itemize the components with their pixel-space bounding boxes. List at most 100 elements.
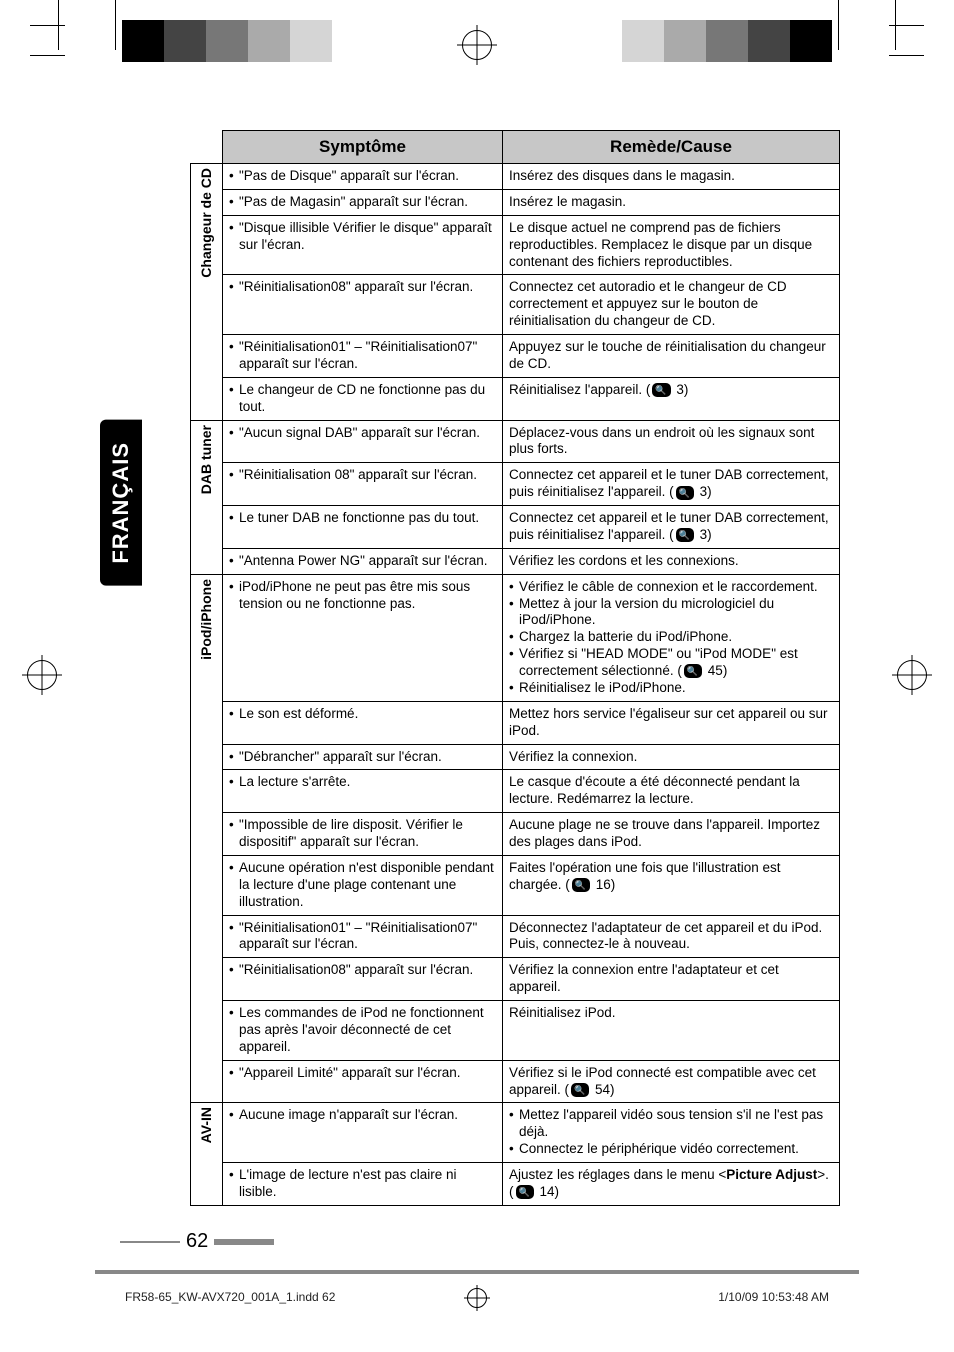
symptom-cell: •"Antenna Power NG" apparaît sur l'écran… [223, 548, 503, 574]
table-row: •"Réinitialisation08" apparaît sur l'écr… [191, 275, 840, 335]
crop-mark [838, 0, 839, 50]
table-row: •"Antenna Power NG" apparaît sur l'écran… [191, 548, 840, 574]
remedy-cell: Faites l'opération une fois que l'illust… [503, 855, 840, 915]
section-label: AV-IN [198, 1107, 216, 1143]
footer-rule [95, 1270, 859, 1274]
table-row: •L'image de lecture n'est pas claire ni … [191, 1163, 840, 1206]
registration-target-icon [467, 1288, 487, 1308]
symptom-cell: •La lecture s'arrête. [223, 770, 503, 813]
table-row: •Le tuner DAB ne fonctionne pas du tout.… [191, 506, 840, 549]
magnifier-icon [516, 1185, 534, 1199]
registration-target-icon [462, 30, 492, 60]
symptom-cell: •"Pas de Magasin" apparaît sur l'écran. [223, 189, 503, 215]
symptom-cell: •"Aucun signal DAB" apparaît sur l'écran… [223, 420, 503, 463]
symptom-cell: •Le changeur de CD ne fonctionne pas du … [223, 377, 503, 420]
crop-mark [30, 25, 65, 26]
table-row: •"Disque illisible Vérifier le disque" a… [191, 215, 840, 275]
table-row: •"Réinitialisation08" apparaît sur l'écr… [191, 958, 840, 1001]
table-row: •Les commandes de iPod ne fonctionnent p… [191, 1001, 840, 1061]
table-row: •"Réinitialisation 08" apparaît sur l'éc… [191, 463, 840, 506]
table-row: •"Débrancher" apparaît sur l'écran.Vérif… [191, 744, 840, 770]
section-label: iPod/iPhone [198, 579, 216, 660]
symptom-cell: •"Réinitialisation08" apparaît sur l'écr… [223, 958, 503, 1001]
section-label: Changeur de CD [198, 168, 216, 278]
table-row: •"Réinitialisation01" – "Réinitialisatio… [191, 915, 840, 958]
symptom-cell: •"Réinitialisation01" – "Réinitialisatio… [223, 915, 503, 958]
page-number-text: 62 [186, 1230, 208, 1253]
table-row: •"Réinitialisation01" – "Réinitialisatio… [191, 335, 840, 378]
symptom-cell: •"Pas de Disque" apparaît sur l'écran. [223, 164, 503, 190]
language-tab: FRANÇAIS [100, 420, 142, 586]
section-label-cell: iPod/iPhone [191, 574, 223, 1103]
remedy-cell: Aucune plage ne se trouve dans l'apparei… [503, 813, 840, 856]
footer-timestamp: 1/10/09 10:53:48 AM [718, 1290, 829, 1304]
table-row: •Le changeur de CD ne fonctionne pas du … [191, 377, 840, 420]
remedy-cell: •Mettez l'appareil vidéo sous tension s'… [503, 1103, 840, 1163]
symptom-cell: •Le tuner DAB ne fonctionne pas du tout. [223, 506, 503, 549]
greyscale-strip-right [580, 20, 832, 62]
magnifier-icon [676, 528, 694, 542]
remedy-cell: Appuyez sur le touche de réinitialisatio… [503, 335, 840, 378]
table-row: Changeur de CD•"Pas de Disque" apparaît … [191, 164, 840, 190]
table-row: •La lecture s'arrête.Le casque d'écoute … [191, 770, 840, 813]
remedy-cell: Déconnectez l'adaptateur de cet appareil… [503, 915, 840, 958]
remedy-cell: Vérifiez la connexion. [503, 744, 840, 770]
remedy-cell: Connectez cet appareil et le tuner DAB c… [503, 463, 840, 506]
magnifier-icon [571, 1083, 589, 1097]
table-row: •"Pas de Magasin" apparaît sur l'écran.I… [191, 189, 840, 215]
remedy-cell: Réinitialisez iPod. [503, 1001, 840, 1061]
footer-filename: FR58-65_KW-AVX720_001A_1.indd 62 [125, 1290, 335, 1304]
table-row: AV-IN •Aucune image n'apparaît sur l'écra… [191, 1103, 840, 1163]
symptom-cell: •Les commandes de iPod ne fonctionnent p… [223, 1001, 503, 1061]
content-area: Symptôme Remède/Cause Changeur de CD•"Pa… [190, 130, 840, 1206]
symptom-cell: •"Réinitialisation 08" apparaît sur l'éc… [223, 463, 503, 506]
magnifier-icon [572, 878, 590, 892]
print-marks-top [0, 0, 954, 70]
greyscale-strip-left [122, 20, 374, 62]
remedy-cell: Mettez hors service l'égaliseur sur cet … [503, 701, 840, 744]
symptom-cell: •"Réinitialisation01" – "Réinitialisatio… [223, 335, 503, 378]
header-remedy: Remède/Cause [503, 131, 840, 164]
registration-target-icon [27, 660, 57, 690]
section-label: DAB tuner [198, 425, 216, 494]
remedy-cell: Déplacez-vous dans un endroit où les sig… [503, 420, 840, 463]
section-label-cell: DAB tuner [191, 420, 223, 574]
section-label-cell: Changeur de CD [191, 164, 223, 421]
registration-target-icon [897, 660, 927, 690]
remedy-cell: Le disque actuel ne comprend pas de fich… [503, 215, 840, 275]
table-row: DAB tuner•"Aucun signal DAB" apparaît su… [191, 420, 840, 463]
magnifier-icon [676, 486, 694, 500]
crop-mark [889, 25, 924, 26]
crop-mark [889, 55, 924, 56]
table-row: •Aucune opération n'est disponible penda… [191, 855, 840, 915]
crop-mark [30, 55, 65, 56]
page-number: 62 [120, 1230, 274, 1253]
symptom-cell: •"Impossible de lire disposit. Vérifier … [223, 813, 503, 856]
symptom-cell: •L'image de lecture n'est pas claire ni … [223, 1163, 503, 1206]
section-label-cell: AV-IN [191, 1103, 223, 1205]
remedy-cell: Insérez le magasin. [503, 189, 840, 215]
remedy-cell: Le casque d'écoute a été déconnecté pend… [503, 770, 840, 813]
symptom-cell: •"Réinitialisation08" apparaît sur l'écr… [223, 275, 503, 335]
header-symptom: Symptôme [223, 131, 503, 164]
symptom-cell: •"Disque illisible Vérifier le disque" a… [223, 215, 503, 275]
symptom-cell: •"Débrancher" apparaît sur l'écran. [223, 744, 503, 770]
remedy-cell: Réinitialisez l'appareil. ( 3) [503, 377, 840, 420]
remedy-cell: •Vérifiez le câble de connexion et le ra… [503, 574, 840, 701]
troubleshooting-table: Symptôme Remède/Cause Changeur de CD•"Pa… [190, 130, 840, 1206]
table-row: •"Appareil Limité" apparaît sur l'écran.… [191, 1060, 840, 1103]
table-row: •"Impossible de lire disposit. Vérifier … [191, 813, 840, 856]
symptom-cell: •Aucune opération n'est disponible penda… [223, 855, 503, 915]
remedy-cell: Vérifiez si le iPod connecté est compati… [503, 1060, 840, 1103]
table-row: •Le son est déformé.Mettez hors service … [191, 701, 840, 744]
symptom-cell: •iPod/iPhone ne peut pas être mis sous t… [223, 574, 503, 701]
symptom-cell: •Aucune image n'apparaît sur l'écran. [223, 1103, 503, 1163]
symptom-cell: •"Appareil Limité" apparaît sur l'écran. [223, 1060, 503, 1103]
magnifier-icon [652, 383, 670, 397]
remedy-cell: Ajustez les réglages dans le menu <Pictu… [503, 1163, 840, 1206]
remedy-cell: Vérifiez les cordons et les connexions. [503, 548, 840, 574]
remedy-cell: Vérifiez la connexion entre l'adaptateur… [503, 958, 840, 1001]
remedy-cell: Connectez cet appareil et le tuner DAB c… [503, 506, 840, 549]
symptom-cell: •Le son est déformé. [223, 701, 503, 744]
remedy-cell: Insérez des disques dans le magasin. [503, 164, 840, 190]
